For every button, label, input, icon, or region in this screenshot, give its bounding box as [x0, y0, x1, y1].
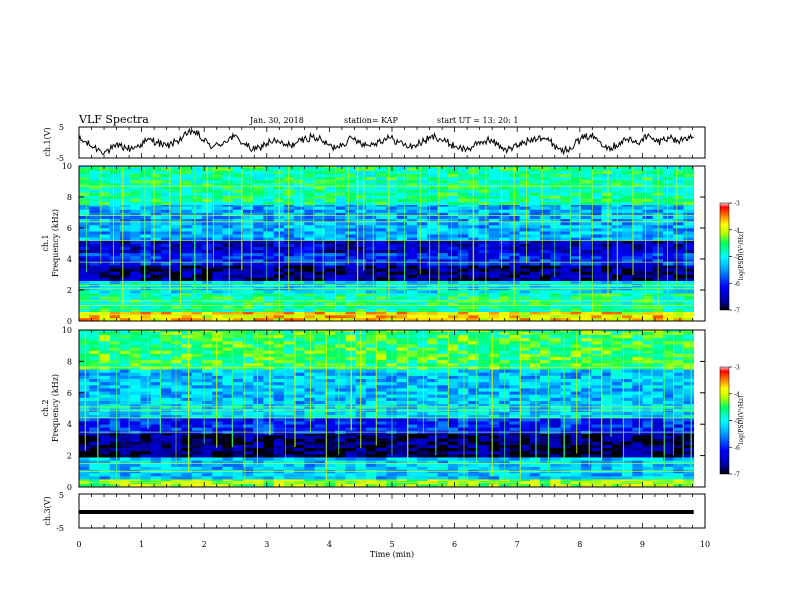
spec2-freq-tick-label: 2: [67, 452, 72, 461]
station-label: station= KAP: [344, 116, 399, 125]
spec2-colorbar-tick-label: -4: [734, 391, 740, 398]
time-tick-label: 4: [327, 540, 332, 549]
ch1-colorbar: [719, 202, 730, 311]
time-tick-label: 6: [452, 540, 457, 549]
spec1-colorbar-tick-label: -7: [734, 308, 740, 315]
ch1-volt-label: ch.1(V): [43, 127, 52, 156]
spec1-colorbar-tick-label: -5: [734, 254, 740, 261]
ch1-waveform-line: [79, 127, 694, 156]
ch3-waveform-panel: 5 -5 ch.3(V): [43, 491, 706, 533]
ch1-frequency-label: Frequency (kHz): [51, 209, 60, 277]
ch2-spectrogram-image: [79, 330, 705, 488]
ch2-frequency-label: Frequency (kHz): [51, 374, 60, 442]
time-tick-label: 0: [76, 540, 81, 549]
spec1-colorbar-tick-label: -4: [734, 227, 740, 234]
ch2-colorbar-label: log(PSD)(V²/Hz): [738, 396, 745, 445]
start-time-label: start UT = 13: 20: 1: [437, 116, 518, 125]
spec2-colorbar-tick-label: -3: [734, 365, 740, 372]
time-tick-label: 3: [264, 540, 269, 549]
ch2-colorbar-ticks: -3 -4 -5 -6 -7: [729, 365, 740, 479]
time-axis-ticks: [78, 127, 706, 528]
time-tick-label: 2: [202, 540, 207, 549]
date-label: Jan. 30, 2018: [249, 116, 304, 125]
time-axis-title: Time (min): [370, 550, 414, 559]
spec2-freq-tick-label: 0: [67, 483, 72, 492]
ch3-ytick-top: 5: [59, 491, 64, 500]
ch2-colorbar: [719, 366, 730, 475]
ch3-ytick-bottom: -5: [56, 524, 64, 533]
time-tick-label: 1: [139, 540, 144, 549]
ch1-colorbar-label: log(PSD)(V²/Hz): [738, 232, 745, 281]
time-tick-label: 8: [577, 540, 582, 549]
time-axis-labels: 0 1 2 3 4 5 6 7 8 9 10: [76, 540, 710, 549]
spec2-colorbar-tick-label: -5: [734, 418, 740, 425]
spec1-freq-tick-label: 4: [67, 255, 72, 264]
ch1-ytick-bottom: -5: [56, 154, 64, 163]
spec2-freq-tick-label: 4: [67, 420, 72, 429]
time-tick-label: 10: [700, 540, 710, 549]
ch1-colorbar-ticks: -3 -4 -5 -6 -7: [729, 201, 740, 315]
spec1-freq-tick-label: 10: [62, 162, 72, 171]
spec1-freq-tick-label: 6: [67, 224, 72, 233]
ch1-spectrogram-image: [79, 166, 705, 322]
ch1-freq-ticks: 0 2 4 6 8 10: [62, 162, 705, 326]
spec1-freq-tick-label: 2: [67, 286, 72, 295]
time-tick-label: 5: [389, 540, 394, 549]
spec1-colorbar-tick-label: -3: [734, 201, 740, 208]
spec2-freq-tick-label: 6: [67, 389, 72, 398]
figure-title: VLF Spectra: [78, 113, 149, 126]
spec1-freq-tick-label: 8: [67, 193, 72, 202]
spec2-freq-tick-label: 8: [67, 357, 72, 366]
time-tick-label: 7: [515, 540, 520, 549]
spec2-colorbar-tick-label: -7: [734, 472, 740, 479]
ch1-channel-label: ch.1: [41, 234, 50, 251]
spec1-freq-tick-label: 0: [67, 317, 72, 326]
ch1-waveform-panel: 5 -5 ch.1(V): [43, 123, 706, 163]
spec1-colorbar-tick-label: -6: [734, 281, 740, 288]
spec2-colorbar-tick-label: -6: [734, 445, 740, 452]
ch2-channel-label: ch.2: [41, 399, 50, 416]
spec2-freq-tick-label: 10: [62, 326, 72, 335]
ch2-freq-ticks: 0 2 4 6 8 10: [62, 326, 705, 492]
ch1-ytick-top: 5: [59, 123, 64, 132]
time-tick-label: 9: [640, 540, 645, 549]
ch3-volt-label: ch.3(V): [43, 496, 52, 525]
